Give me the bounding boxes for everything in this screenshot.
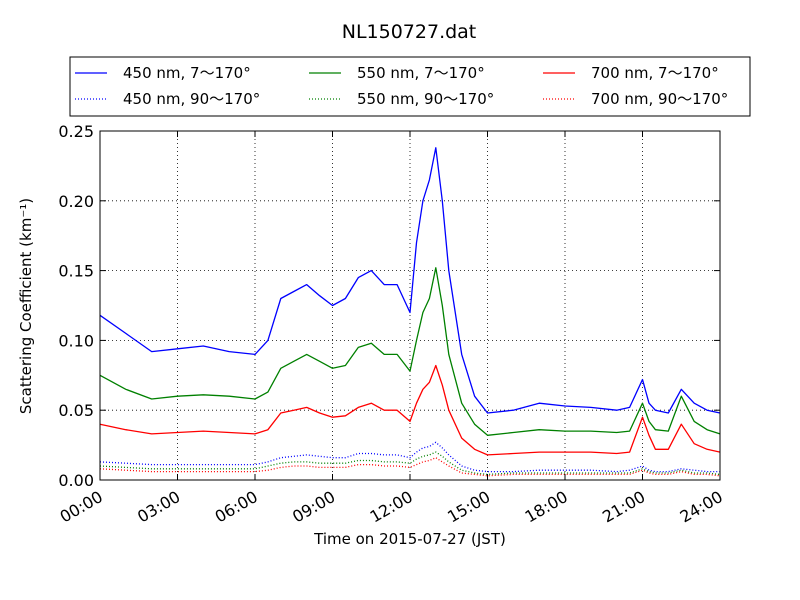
y-axis-title: Scattering Coefficient (km⁻¹) <box>17 198 35 414</box>
x-axis-title: Time on 2015-07-27 (JST) <box>313 530 506 548</box>
y-tick-label: 0.10 <box>58 331 94 350</box>
legend-box <box>69 56 751 117</box>
legend-label-4: 700 nm, 7～170° <box>591 64 719 82</box>
series-line-4 <box>99 364 721 456</box>
legend-label-2: 550 nm, 7～170° <box>357 64 485 82</box>
y-tick-label: 0.05 <box>58 401 94 420</box>
series-line-2 <box>99 267 721 436</box>
series-lines <box>99 147 721 477</box>
chart-title: NL150727.dat <box>342 21 477 43</box>
legend-label-3: 550 nm, 90～170° <box>357 90 494 108</box>
y-tick-label: 0.25 <box>58 122 94 141</box>
y-tick-labels: 0.00 0.05 0.10 0.15 0.20 0.25 <box>58 122 94 490</box>
y-tick-label: 0.15 <box>58 262 94 281</box>
legend-label-5: 700 nm, 90～170° <box>591 90 728 108</box>
ticks <box>99 130 721 481</box>
y-tick-label: 0.00 <box>58 471 94 490</box>
legend-label-0: 450 nm, 7～170° <box>123 64 251 82</box>
y-tick-label: 0.20 <box>58 192 94 211</box>
series-line-0 <box>99 147 721 414</box>
series-line-5 <box>99 457 721 477</box>
series-line-1 <box>99 441 720 473</box>
legend: 450 nm, 7～170° 450 nm, 90～170° 550 nm, 7～1… <box>75 64 728 108</box>
legend-label-1: 450 nm, 90～170° <box>123 90 260 108</box>
